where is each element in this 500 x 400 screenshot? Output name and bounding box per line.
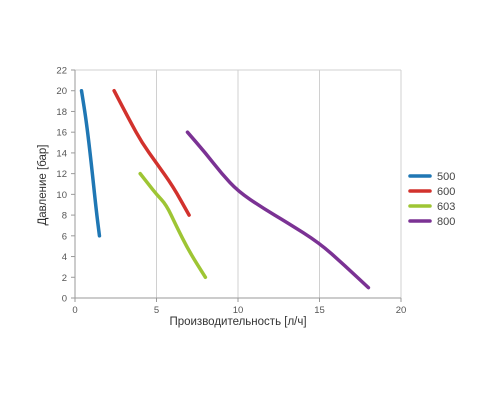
y-tick-label: 6 [62,231,67,242]
axes: 0 2 4 6 8 10 12 14 16 18 20 22 0 5 10 15 20 [56,66,406,317]
y-tick-label: 22 [56,66,67,77]
x-tick-label: 5 [154,305,159,316]
y-tick-label: 10 [56,190,67,201]
legend-label-800: 800 [437,216,455,228]
y-tick-label: 8 [62,211,67,222]
x-tick-label: 15 [314,305,325,316]
y-axis-title: Давление [бар] [37,144,49,225]
legend-label-500: 500 [437,171,455,183]
series-line-800 [185,130,371,290]
gridlines [74,69,402,298]
y-tick-label: 4 [62,252,67,263]
y-tick-label: 0 [62,294,67,305]
y-tick-label: 20 [56,86,67,97]
legend-label-600: 600 [437,186,455,198]
y-tick-label: 12 [56,169,67,180]
legend-label-603: 603 [437,201,455,213]
y-tick-label: 16 [56,128,67,139]
series-line-603 [138,171,208,280]
data-series [79,88,371,290]
legend: 500 600 603 800 [408,171,455,228]
y-tick-label: 2 [62,273,67,284]
y-tick-label: 14 [56,148,67,159]
y-tick-label: 18 [56,107,67,118]
series-line-600 [112,88,191,217]
x-tick-label: 20 [396,305,407,316]
x-axis-title: Производительность [л/ч] [169,316,306,328]
series-line-500 [79,88,102,238]
x-tick-label: 0 [72,305,77,316]
x-tick-label: 10 [233,305,244,316]
